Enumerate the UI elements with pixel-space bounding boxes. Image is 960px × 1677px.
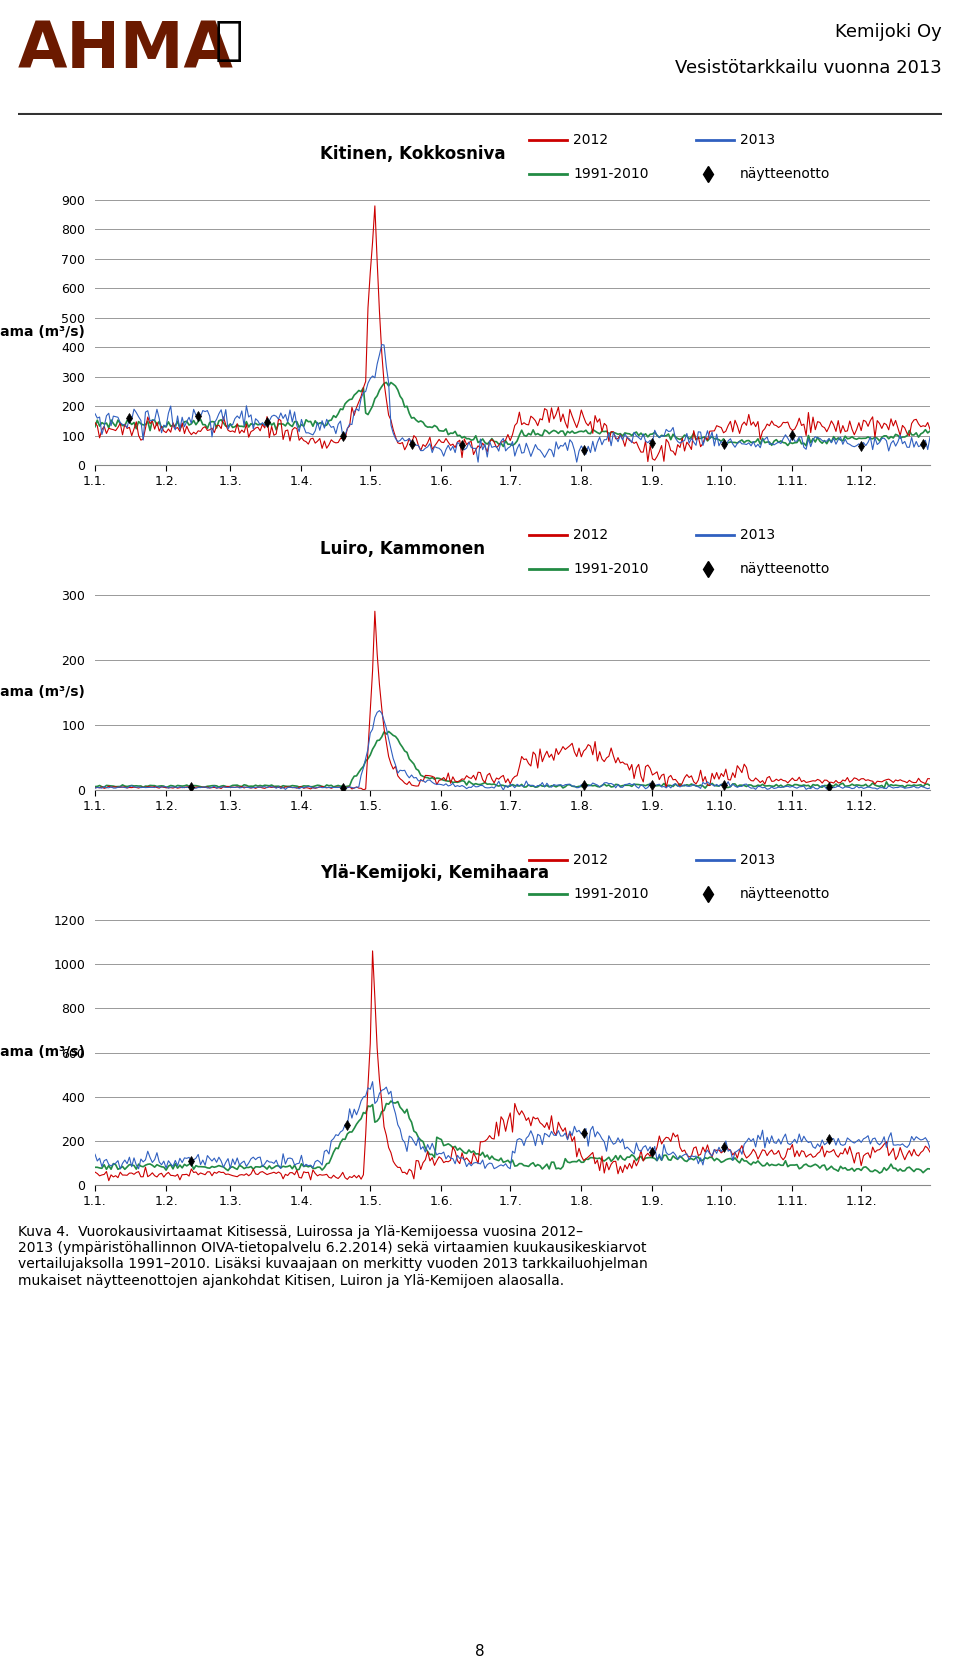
Text: 2012: 2012: [573, 528, 609, 542]
Text: Virtaama (m³/s): Virtaama (m³/s): [0, 686, 85, 699]
Text: 2012: 2012: [573, 132, 609, 148]
Text: näytteenotto: näytteenotto: [740, 562, 830, 575]
Text: 🐾: 🐾: [215, 20, 244, 64]
Text: 2012: 2012: [573, 854, 609, 867]
Text: 2013: 2013: [740, 132, 776, 148]
Text: 1991-2010: 1991-2010: [573, 562, 649, 575]
Text: 1991-2010: 1991-2010: [573, 166, 649, 181]
Text: Kuva 4.  Vuorokausivirtaamat Kitisessä, Luirossa ja Ylä-Kemijoessa vuosina 2012–: Kuva 4. Vuorokausivirtaamat Kitisessä, L…: [18, 1224, 648, 1288]
Text: näytteenotto: näytteenotto: [740, 887, 830, 901]
Text: 2013: 2013: [740, 854, 776, 867]
Text: 2013: 2013: [740, 528, 776, 542]
Text: AHMA: AHMA: [18, 18, 234, 80]
Text: Vesistötarkkailu vuonna 2013: Vesistötarkkailu vuonna 2013: [675, 59, 942, 77]
Text: 1991-2010: 1991-2010: [573, 887, 649, 901]
Text: Kemijoki Oy: Kemijoki Oy: [835, 23, 942, 40]
Text: Ylä-Kemijoki, Kemihaara: Ylä-Kemijoki, Kemihaara: [321, 865, 549, 882]
Text: Virtaama (m³/s): Virtaama (m³/s): [0, 1045, 85, 1060]
Text: Luiro, Kammonen: Luiro, Kammonen: [321, 540, 486, 557]
Text: Virtaama (m³/s): Virtaama (m³/s): [0, 325, 85, 339]
Text: Kitinen, Kokkosniva: Kitinen, Kokkosniva: [321, 144, 506, 163]
Text: näytteenotto: näytteenotto: [740, 166, 830, 181]
Text: 8: 8: [475, 1643, 485, 1659]
